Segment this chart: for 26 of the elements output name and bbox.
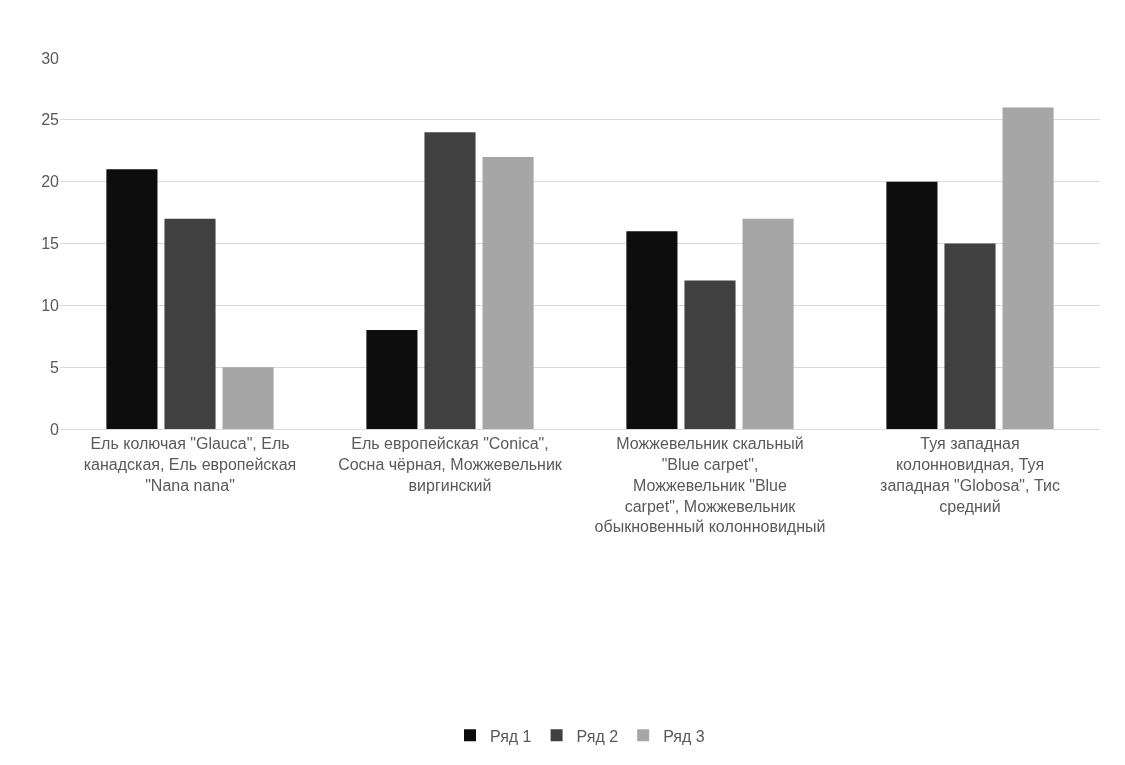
- bar: [366, 330, 418, 429]
- legend-label: Ряд 1: [490, 727, 532, 745]
- bar: [222, 367, 274, 429]
- bar: [742, 218, 794, 429]
- bar: [424, 132, 476, 429]
- y-tick-label: 20: [41, 173, 60, 191]
- bar: [944, 243, 996, 429]
- x-tick-label: Ель европейская "Conica", Сосна чёрная, Можжевельник виргинский: [338, 435, 563, 494]
- bar: [1002, 107, 1054, 429]
- legend-label: Ряд 2: [576, 727, 619, 745]
- y-tick-label: 0: [50, 420, 60, 438]
- x-tick-label: Ель колючая "Glauca", Ель канадская, Ель европейская "Nana nana": [83, 435, 297, 494]
- bar: [684, 280, 736, 429]
- y-tick-label: 25: [41, 111, 60, 129]
- bar: [106, 169, 158, 429]
- y-tick-label: 30: [41, 49, 60, 67]
- bar: [164, 218, 216, 429]
- y-tick-label: 10: [41, 296, 60, 314]
- bar: [886, 181, 938, 429]
- legend-label: Ряд 3: [663, 727, 705, 745]
- bar: [626, 231, 678, 429]
- bar: [482, 156, 534, 429]
- y-tick-label: 5: [50, 358, 60, 376]
- x-tick-label: Туя западная колонновидная, Туя западная "Globosa", Тис средний: [880, 435, 1060, 515]
- y-tick-label: 15: [41, 235, 60, 253]
- x-tick-label: Можжевельник скальный "Blue carpet", Можжевельник "Blue carpet", Можжевельник обыкновенный колонновидный: [594, 435, 826, 536]
